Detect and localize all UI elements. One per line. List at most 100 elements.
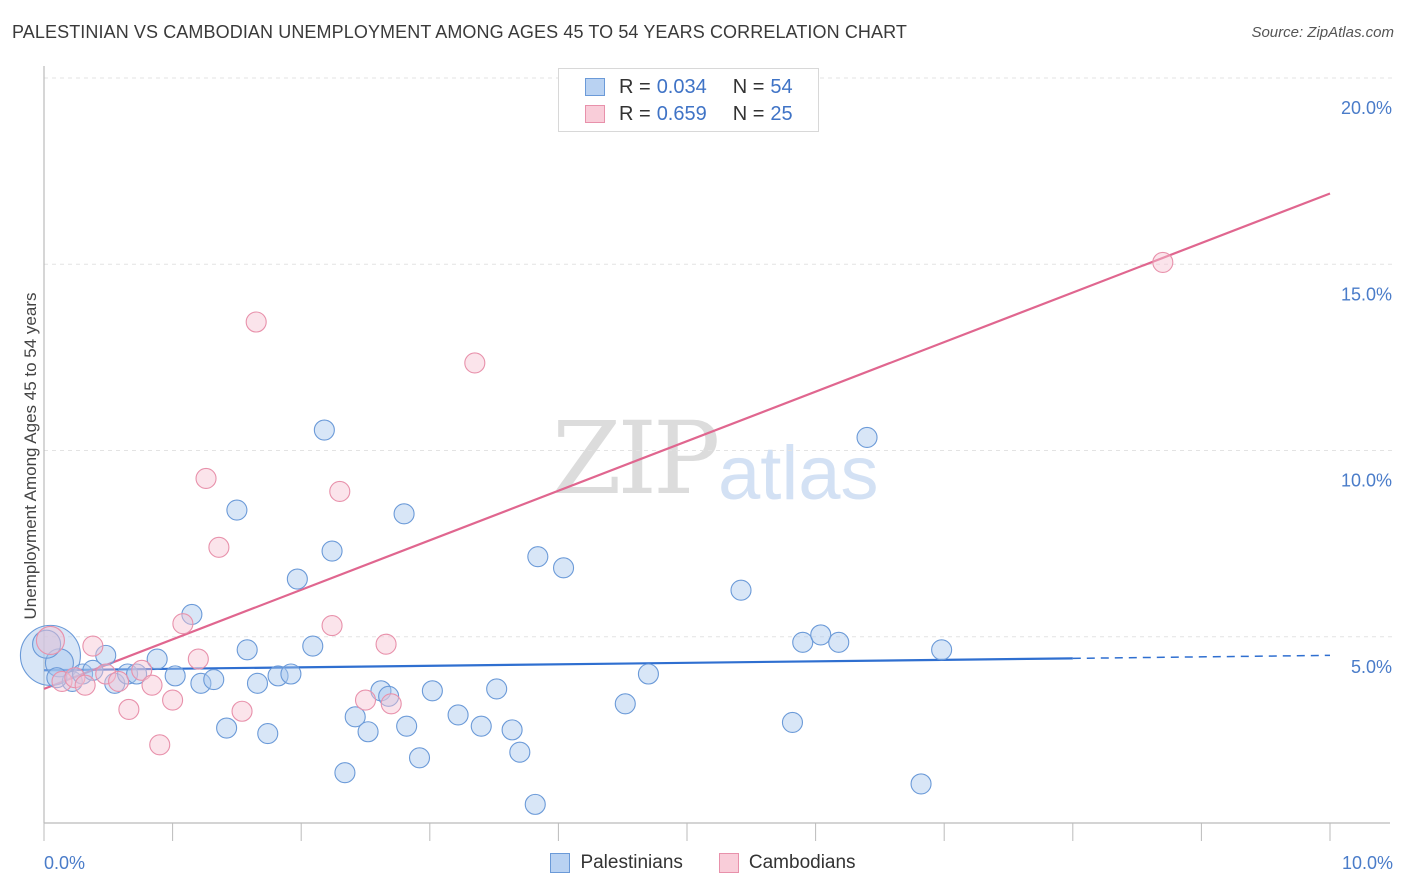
legend-r-value-cambodians: 0.659	[656, 102, 707, 125]
point-palestinians	[246, 672, 269, 694]
point-cambodians	[162, 689, 184, 711]
point-palestinians	[486, 678, 508, 700]
legend-item-palestinians[interactable]: Palestinians	[550, 852, 683, 874]
trend-line-palestinians-extension	[1072, 654, 1331, 660]
point-palestinians	[321, 540, 343, 562]
point-palestinians	[910, 773, 932, 795]
legend-swatch-cambodians	[585, 105, 605, 123]
legend-n-value-cambodians: 25	[770, 102, 793, 125]
point-cambodians	[51, 670, 73, 693]
point-palestinians	[117, 663, 139, 685]
trend-line-palestinians	[43, 657, 1073, 672]
point-palestinians	[203, 669, 225, 691]
legend-r-value-palestinians: 0.034	[656, 75, 707, 98]
point-palestinians	[931, 639, 953, 661]
legend-n-label: N =	[732, 75, 765, 98]
point-palestinians	[527, 546, 549, 568]
legend-r-label: R =	[619, 102, 651, 125]
point-cambodians	[1152, 251, 1174, 273]
gridlines	[44, 77, 1392, 638]
point-palestinians	[313, 419, 335, 441]
point-cambodians	[141, 674, 163, 696]
point-palestinians	[501, 719, 523, 741]
point-palestinians	[286, 568, 308, 590]
point-palestinians	[637, 663, 659, 685]
point-cambodians	[354, 689, 377, 711]
legend-r-label: R =	[619, 75, 651, 98]
trend-lines	[43, 192, 1331, 690]
point-cambodians	[208, 536, 230, 558]
y-tick-label: 5.0%	[1351, 657, 1392, 677]
point-cambodians	[74, 674, 96, 696]
data-points	[19, 251, 1174, 815]
point-palestinians	[357, 721, 379, 743]
point-palestinians	[32, 629, 62, 659]
chart-title: PALESTINIAN VS CAMBODIAN UNEMPLOYMENT AM…	[12, 22, 907, 42]
point-cambodians	[245, 311, 267, 333]
point-cambodians	[95, 663, 117, 685]
point-palestinians	[334, 762, 356, 784]
point-cambodians	[172, 613, 194, 635]
point-cambodians	[464, 352, 486, 374]
legend-row-cambodians: R = 0.659 N = 25	[585, 100, 793, 128]
point-palestinians	[181, 603, 203, 625]
point-palestinians	[730, 579, 752, 601]
point-palestinians	[447, 704, 469, 726]
point-palestinians	[302, 635, 324, 657]
point-cambodians	[329, 480, 351, 503]
correlation-legend: R = 0.034 N = 54 R = 0.659 N = 25	[558, 68, 819, 132]
legend-label-palestinians: Palestinians	[580, 852, 683, 873]
point-palestinians	[856, 426, 878, 449]
y-tick-label: 15.0%	[1341, 284, 1392, 304]
point-palestinians	[828, 631, 850, 653]
point-palestinians	[792, 631, 814, 653]
legend-swatch-cambodians	[718, 853, 739, 873]
point-palestinians	[781, 711, 804, 733]
y-tick-label: 10.0%	[1341, 471, 1392, 491]
trend-line-cambodians	[43, 192, 1331, 690]
legend-swatch-palestinians	[550, 853, 571, 873]
point-cambodians	[231, 700, 253, 722]
point-cambodians	[195, 467, 217, 489]
point-cambodians	[375, 633, 397, 655]
point-palestinians	[280, 663, 302, 685]
legend-row-palestinians: R = 0.034 N = 54	[585, 73, 793, 101]
point-palestinians	[614, 693, 636, 715]
point-cambodians	[321, 615, 343, 637]
point-cambodians	[149, 734, 171, 756]
x-tick-label-min: 0.0%	[44, 853, 85, 873]
point-cambodians	[82, 635, 104, 657]
point-palestinians	[509, 741, 531, 763]
legend-label-cambodians: Cambodians	[748, 852, 856, 873]
point-palestinians	[421, 680, 443, 702]
point-cambodians	[187, 648, 209, 670]
watermark-atlas: atlas	[718, 431, 879, 516]
point-cambodians	[118, 698, 140, 720]
point-palestinians	[810, 624, 832, 646]
watermark-zip: ZIP	[552, 400, 720, 517]
point-palestinians	[344, 706, 366, 728]
point-palestinians	[396, 715, 418, 737]
axis-labels: 5.0% 10.0% 15.0% 20.0% 0.0% 10.0% Unemployment…	[21, 98, 1393, 873]
point-palestinians	[236, 639, 258, 661]
series-legend: Palestinians Cambodians	[0, 852, 1406, 874]
point-palestinians	[470, 715, 492, 737]
point-cambodians	[380, 693, 402, 715]
point-palestinians	[190, 672, 212, 694]
legend-item-cambodians[interactable]: Cambodians	[718, 852, 856, 874]
point-palestinians	[552, 557, 575, 579]
point-palestinians	[524, 793, 546, 815]
y-axis-label: Unemployment Among Ages 45 to 54 years	[21, 293, 40, 620]
point-palestinians	[408, 747, 431, 769]
point-cambodians	[64, 667, 86, 689]
point-palestinians	[216, 717, 238, 739]
point-cambodians	[131, 659, 153, 681]
y-tick-label: 20.0%	[1341, 98, 1392, 118]
point-palestinians	[257, 723, 279, 745]
point-palestinians	[393, 503, 415, 525]
x-tick-label-max: 10.0%	[1342, 853, 1393, 873]
point-cambodians	[35, 625, 65, 656]
point-palestinians	[146, 648, 168, 670]
legend-swatch-palestinians	[585, 78, 605, 96]
